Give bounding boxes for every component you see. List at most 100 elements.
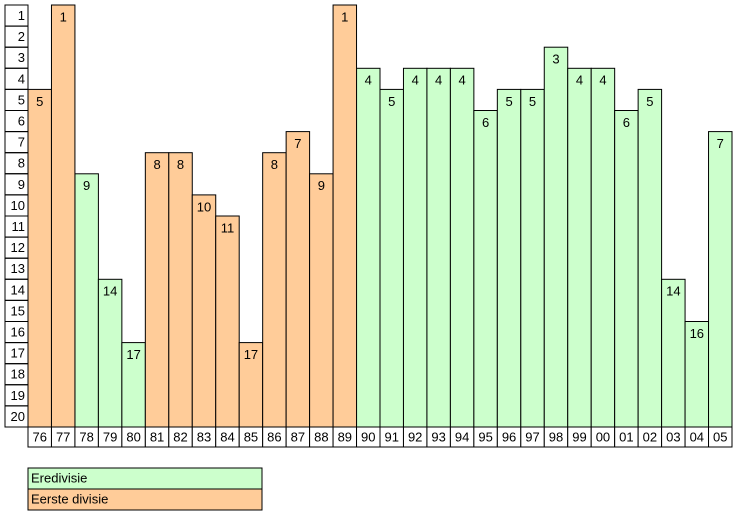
x-tick-label: 05	[713, 429, 727, 444]
x-tick-label: 99	[572, 429, 586, 444]
x-tick-label: 00	[596, 429, 610, 444]
y-tick-label: 13	[11, 261, 25, 276]
value-label: 4	[599, 73, 606, 88]
bar	[97, 278, 123, 428]
value-label: 4	[365, 73, 372, 88]
x-tick-label: 83	[197, 429, 211, 444]
bar	[614, 110, 639, 428]
bar	[496, 88, 522, 428]
value-label: 5	[388, 94, 395, 109]
value-label: 5	[529, 94, 536, 109]
bar	[144, 152, 170, 428]
bar	[309, 173, 334, 428]
value-label: 14	[103, 284, 117, 299]
value-label: 6	[482, 115, 489, 130]
value-label: 8	[153, 157, 160, 172]
bar	[191, 194, 217, 428]
value-label: 11	[221, 220, 235, 235]
x-tick-label: 87	[291, 429, 305, 444]
y-tick-label: 4	[18, 71, 25, 86]
x-tick-label: 97	[525, 429, 539, 444]
y-tick-label: 10	[11, 198, 25, 213]
y-tick-label: 9	[18, 177, 25, 192]
bar	[590, 67, 616, 428]
bar	[426, 67, 451, 428]
value-label: 5	[646, 94, 653, 109]
x-tick-label: 02	[643, 429, 657, 444]
bar	[449, 67, 475, 428]
x-tick-label: 88	[314, 429, 328, 444]
value-label: 4	[576, 73, 583, 88]
x-tick-label: 85	[244, 429, 258, 444]
x-tick-label: 78	[79, 429, 93, 444]
value-label: 9	[318, 178, 325, 193]
bar	[708, 131, 733, 428]
value-label: 4	[459, 73, 466, 88]
value-label: 8	[177, 157, 184, 172]
y-tick-label: 3	[18, 50, 25, 65]
bar	[27, 88, 52, 428]
value-label: 6	[623, 115, 630, 130]
x-tick-label: 89	[338, 429, 352, 444]
value-label: 8	[271, 157, 278, 172]
value-label: 9	[83, 178, 90, 193]
x-tick-label: 95	[478, 429, 492, 444]
x-tick-label: 81	[150, 429, 164, 444]
value-label: 7	[717, 136, 724, 151]
value-label: 17	[244, 347, 258, 362]
y-tick-label: 5	[18, 92, 25, 107]
bar	[661, 278, 686, 428]
value-label: 14	[666, 284, 680, 299]
value-label: 4	[412, 73, 419, 88]
value-label: 10	[197, 199, 211, 214]
x-tick-label: 96	[502, 429, 516, 444]
x-tick-label: 82	[173, 429, 187, 444]
bar	[215, 215, 240, 428]
y-tick-label: 20	[11, 409, 25, 424]
y-tick-label: 8	[18, 156, 25, 171]
legend-label: Eerste divisie	[31, 491, 108, 506]
bar	[356, 67, 381, 428]
bar	[50, 4, 76, 428]
bar	[262, 152, 287, 428]
x-tick-label: 01	[619, 429, 633, 444]
y-tick-label: 17	[11, 346, 25, 361]
x-tick-label: 98	[549, 429, 563, 444]
value-label: 17	[126, 347, 140, 362]
x-tick-label: 79	[103, 429, 117, 444]
y-tick-label: 2	[18, 29, 25, 44]
bar	[637, 88, 663, 428]
value-label: 3	[552, 52, 559, 67]
y-tick-label: 15	[11, 303, 25, 318]
value-label: 16	[690, 326, 704, 341]
bar	[74, 173, 99, 428]
value-label: 4	[435, 73, 442, 88]
value-label: 1	[60, 9, 67, 24]
y-tick-label: 12	[11, 240, 25, 255]
x-tick-label: 04	[690, 429, 704, 444]
x-tick-label: 84	[220, 429, 234, 444]
legend-swatch	[27, 488, 263, 511]
value-label: 5	[505, 94, 512, 109]
y-tick-label: 18	[11, 367, 25, 382]
x-tick-label: 92	[408, 429, 422, 444]
bar	[168, 152, 193, 428]
y-tick-label: 14	[11, 282, 25, 297]
bar	[285, 131, 311, 428]
value-label: 5	[36, 94, 43, 109]
x-tick-label: 86	[267, 429, 281, 444]
x-tick-label: 77	[56, 429, 70, 444]
x-tick-label: 76	[32, 429, 46, 444]
y-tick-label: 16	[11, 324, 25, 339]
legend-label: Eredivisie	[31, 470, 87, 485]
y-tick-label: 11	[12, 219, 26, 234]
x-tick-label: 94	[455, 429, 469, 444]
bar	[379, 88, 404, 428]
value-label: 7	[294, 136, 301, 151]
bar	[473, 110, 498, 428]
bar	[402, 67, 428, 428]
y-tick-label: 6	[18, 113, 25, 128]
x-tick-label: 90	[361, 429, 375, 444]
